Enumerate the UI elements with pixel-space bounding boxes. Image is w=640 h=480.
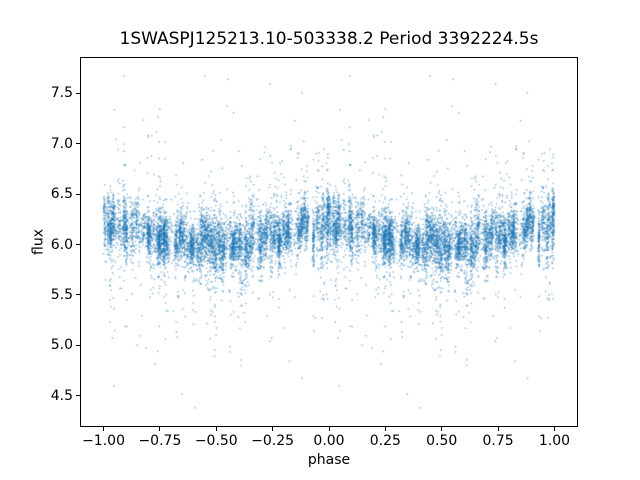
y-tick-mark <box>76 244 80 246</box>
y-tick-mark <box>76 143 80 145</box>
y-tick-label: 7.0 <box>50 135 73 152</box>
chart-title: 1SWASPJ125213.10-503338.2 Period 3392224… <box>119 29 539 49</box>
y-tick-mark <box>76 193 80 195</box>
x-tick-label: 0.25 <box>369 433 401 449</box>
x-tick-mark <box>272 427 274 431</box>
y-axis-label: flux <box>30 229 47 255</box>
y-tick-mark <box>76 92 80 94</box>
x-tick-label: 0.50 <box>426 433 458 449</box>
y-tick-label: 6.0 <box>50 236 73 253</box>
x-tick-mark <box>441 427 443 431</box>
x-tick-mark <box>103 427 105 431</box>
x-tick-mark <box>159 427 161 431</box>
x-tick-mark <box>384 427 386 431</box>
x-tick-label: −0.75 <box>138 433 182 449</box>
y-tick-label: 5.5 <box>50 286 73 303</box>
x-tick-mark <box>215 427 217 431</box>
y-tick-label: 6.5 <box>50 186 73 203</box>
x-tick-mark <box>553 427 555 431</box>
x-tick-mark <box>497 427 499 431</box>
x-axis-label: phase <box>307 452 351 468</box>
y-tick-mark <box>76 395 80 397</box>
x-tick-label: −0.50 <box>194 433 238 449</box>
x-tick-mark <box>328 427 330 431</box>
scatter-points <box>81 58 577 426</box>
x-tick-label: 0.75 <box>482 433 514 449</box>
x-tick-label: −1.00 <box>82 433 125 449</box>
x-tick-label: −0.25 <box>251 433 295 449</box>
y-tick-mark <box>76 294 80 296</box>
x-tick-label: 0.00 <box>313 433 345 449</box>
y-tick-label: 5.0 <box>50 337 73 354</box>
y-tick-mark <box>76 344 80 346</box>
y-tick-label: 7.5 <box>50 85 73 102</box>
x-tick-label: 1.00 <box>538 433 571 449</box>
y-tick-label: 4.5 <box>50 387 73 404</box>
